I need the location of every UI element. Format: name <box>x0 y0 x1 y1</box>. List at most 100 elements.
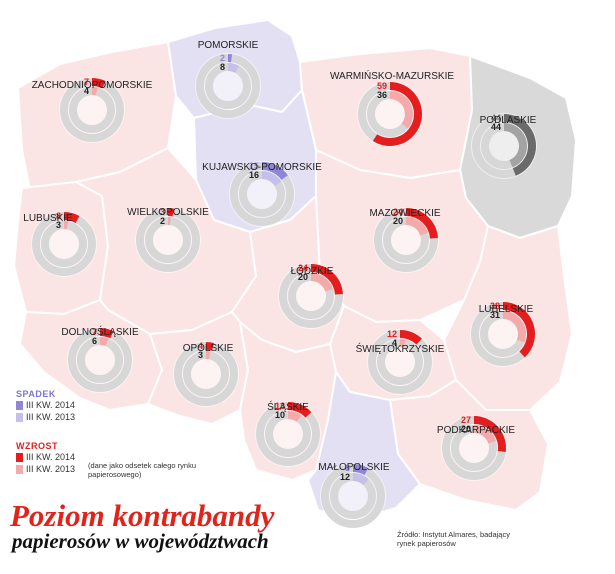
legend-label: III KW. 2013 <box>26 412 76 422</box>
region-name: WARMIŃSKO-MAZURSKIE <box>330 69 454 82</box>
chart-halo <box>195 53 261 119</box>
value-2013: 20 <box>393 216 403 226</box>
arc-2013 <box>91 87 98 96</box>
chart-halo <box>441 415 507 481</box>
arc-2013 <box>503 123 527 168</box>
value-2014: 12 <box>387 329 397 339</box>
value-2013: 20 <box>298 272 308 282</box>
region-name: ŁÓDZKIE <box>291 264 334 277</box>
chart-halo <box>367 329 433 395</box>
arc-2013 <box>227 63 240 73</box>
arc-2014 <box>372 82 422 146</box>
value-2014: 24 <box>298 263 308 273</box>
arc-2014 <box>63 211 80 224</box>
region-name: WIELKOPOLSKIE <box>127 207 209 218</box>
value-2014: 7 <box>84 77 89 87</box>
region-name: LUBUSKIE <box>23 213 73 224</box>
chart-halo <box>470 301 536 367</box>
chart-halo <box>373 207 439 273</box>
value-2013: 8 <box>220 62 225 72</box>
chart-halo <box>255 401 321 467</box>
value-2014: 7 <box>92 327 97 337</box>
arc-2014 <box>399 330 422 345</box>
legend-decrease-2014: III KW. 2014 <box>16 399 75 411</box>
arc-2013 <box>502 311 526 343</box>
value-2014: 8 <box>56 211 61 221</box>
arc-2014 <box>352 463 369 476</box>
chart-halo <box>31 211 97 277</box>
value-2014: 2 <box>220 53 225 63</box>
legend-swatch <box>16 412 23 422</box>
value-2013: 2 <box>160 216 165 226</box>
chart-halo <box>229 161 295 227</box>
arc-2014 <box>287 402 312 418</box>
arc-2014 <box>473 416 506 453</box>
arc-2013 <box>399 339 406 348</box>
arc-2013 <box>310 273 333 292</box>
value-2013: 16 <box>249 170 259 180</box>
region-name: POMORSKIE <box>198 40 259 51</box>
region-name: LUBELSKIE <box>479 304 534 315</box>
value-2013: 6 <box>92 336 97 346</box>
value-2014: 44 <box>491 113 501 123</box>
arc-2014 <box>503 114 536 176</box>
legend-label: III KW. 2014 <box>26 400 76 410</box>
legend-decrease: SPADEK III KW. 2014 III KW. 2013 <box>16 389 75 423</box>
legend-note: (dane jako odsetek całego rynku papieros… <box>88 461 196 479</box>
arc-2013 <box>352 473 369 486</box>
arc-2014 <box>167 208 175 217</box>
region-name: PODKARPACKIE <box>437 425 515 436</box>
value-2013: 31 <box>490 310 500 320</box>
value-2014: 4 <box>198 341 203 351</box>
arc-2014 <box>91 77 106 89</box>
value-2013: 12 <box>340 472 350 482</box>
legend-swatch <box>16 400 23 410</box>
region-name: MAZOWIECKIE <box>369 208 440 219</box>
value-2014: 13 <box>275 401 285 411</box>
arc-2013 <box>389 91 413 129</box>
arc-2014 <box>405 208 438 239</box>
value-2014: 24 <box>393 207 403 217</box>
arc-2014 <box>99 327 114 339</box>
value-2014: 59 <box>377 81 387 91</box>
value-2014: 27 <box>461 415 471 425</box>
value-2013: 3 <box>56 220 61 230</box>
region-name: ZACHODNIOPOMORSKIE <box>32 80 153 91</box>
chart-halo <box>471 113 537 179</box>
region-name: ŚLĄSKIE <box>267 400 309 413</box>
page-title: Poziom kontrabandy <box>10 498 275 533</box>
arc-2013 <box>261 171 282 187</box>
chart-halo <box>135 207 201 273</box>
value-2014: 15 <box>249 161 259 171</box>
region-name: DOLNOŚLĄSKIE <box>61 325 139 338</box>
value-2013: 3 <box>198 350 203 360</box>
region-chart-pomorskie: 28 POMORSKIE <box>195 40 261 119</box>
legend-swatch <box>16 464 23 474</box>
region-name: KUJAWSKO-POMORSKIE <box>202 162 322 173</box>
legend-swatch <box>16 452 23 462</box>
chart-halo <box>320 463 386 529</box>
legend-increase-title: WZROST <box>16 441 58 451</box>
arc-2014 <box>261 162 288 181</box>
value-2014: 38 <box>490 301 500 311</box>
legend-decrease-title: SPADEK <box>16 389 56 399</box>
legend-increase-2013: III KW. 2013 <box>16 463 75 475</box>
value-2014: 3 <box>160 207 165 217</box>
arc-2013 <box>99 336 109 347</box>
region-name: ŚWIĘTOKRZYSKIE <box>356 342 445 355</box>
value-2013: 44 <box>491 122 501 132</box>
arc-2014 <box>310 264 343 295</box>
